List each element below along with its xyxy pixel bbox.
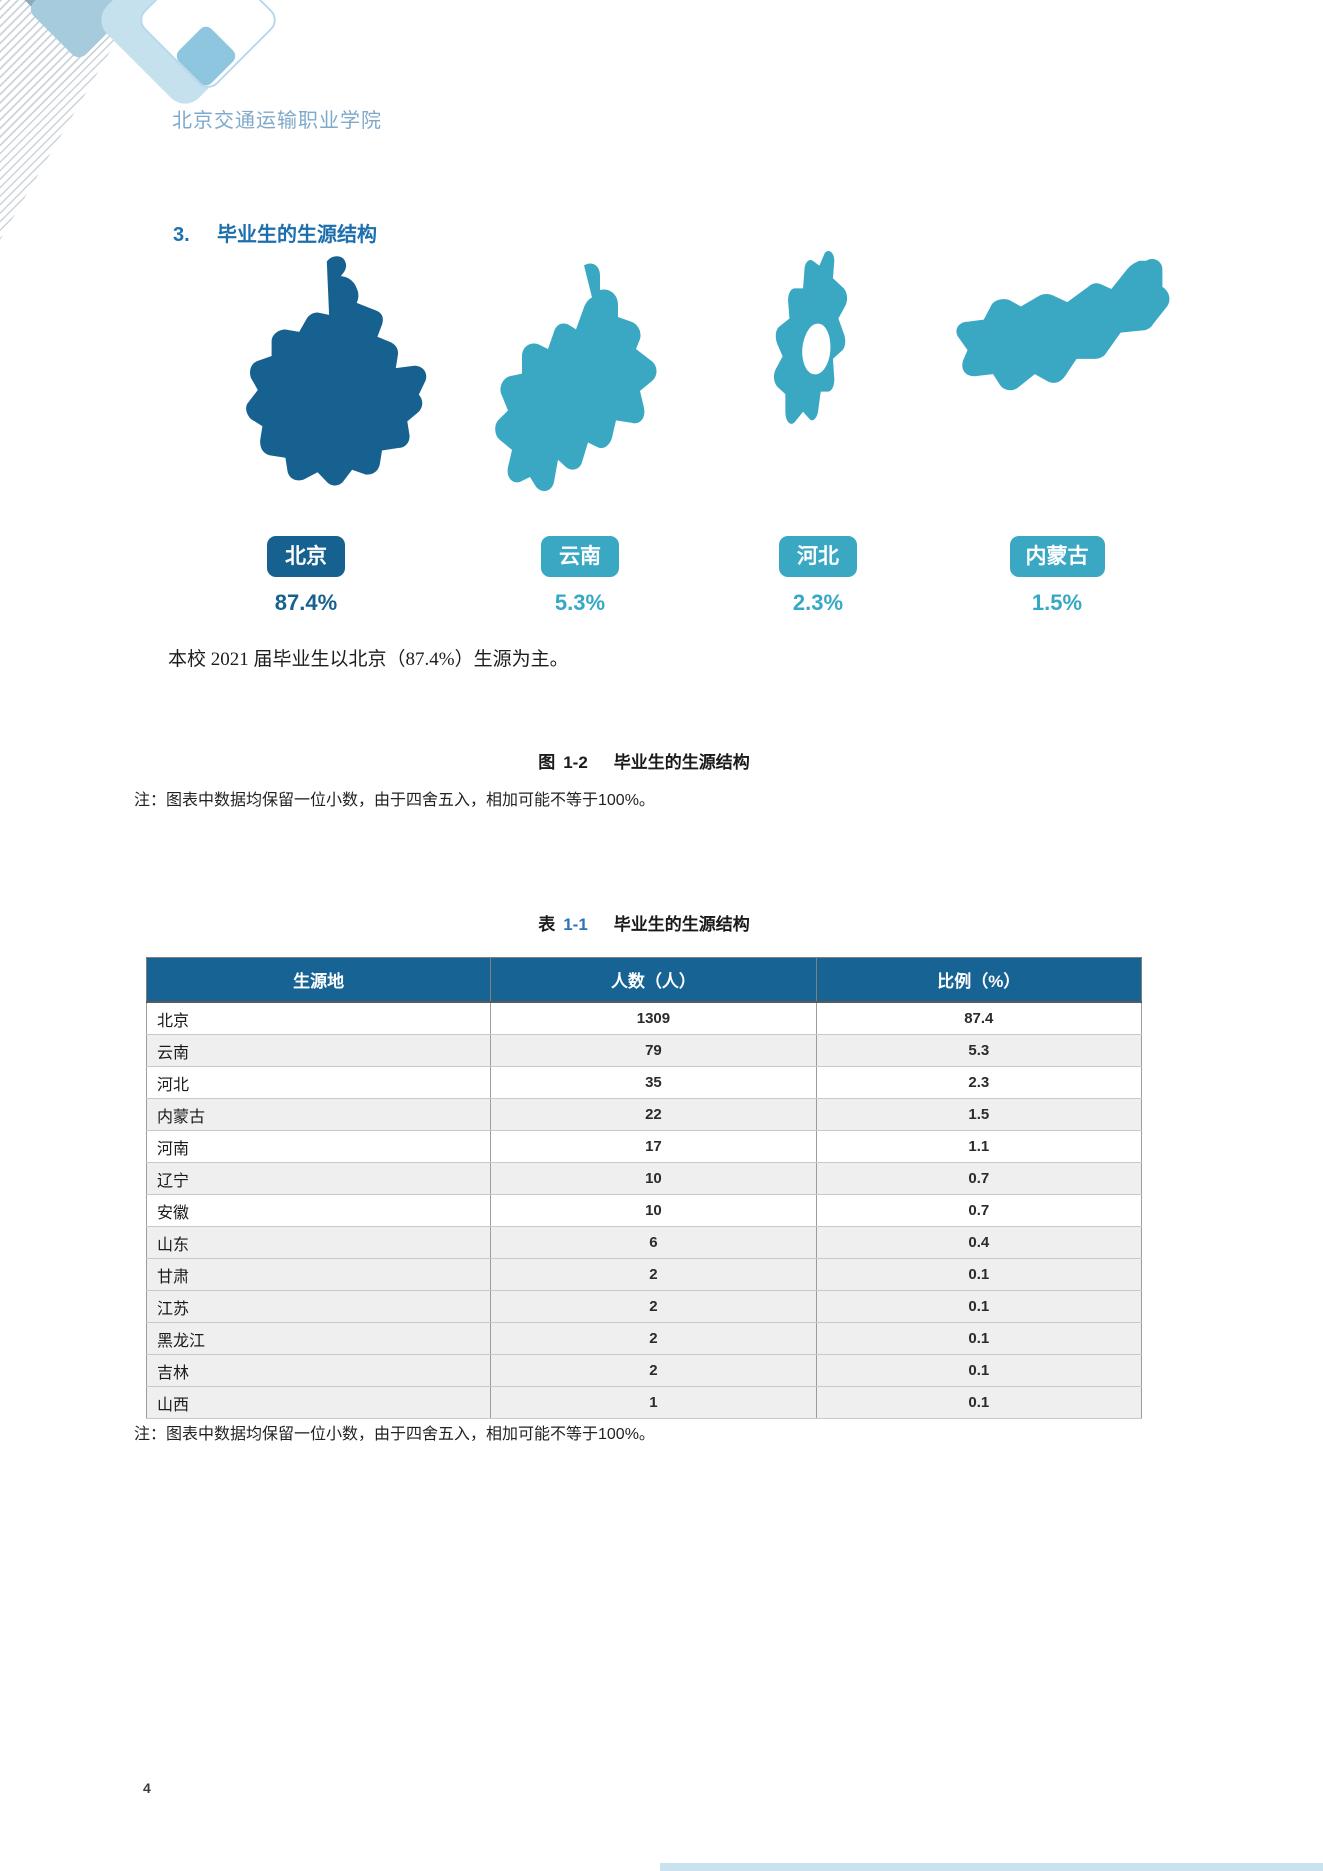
origin-structure-table: 生源地 人数（人） 比例（%） 北京 1309 87.4 云南 79 5.3 河北 35 2.3…: [145, 957, 1143, 1419]
figure-caption-number: 1-2: [563, 753, 588, 772]
hebei-map-shape: [773, 251, 848, 424]
table-cell: 5.3: [815, 1034, 1143, 1067]
province-percent: 1.5%: [1031, 590, 1083, 616]
table-cell: 云南: [145, 1034, 492, 1067]
table-cell: 1.5: [815, 1098, 1143, 1131]
table-cell: 吉林: [145, 1354, 492, 1387]
table-caption-title: 毕业生的生源结构: [613, 915, 750, 934]
table-row: 北京 1309 87.4: [145, 1001, 1143, 1035]
figure-caption-prefix: 图: [538, 753, 556, 772]
section-heading: 3. 毕业生的生源结构: [173, 218, 377, 247]
table-cell: 北京: [145, 1001, 492, 1035]
figure-caption-title: 毕业生的生源结构: [613, 753, 750, 772]
province-group-inner-mongolia: 内蒙古 1.5%: [977, 536, 1137, 616]
page-number: 4: [143, 1780, 151, 1796]
table-cell: 2: [490, 1354, 817, 1387]
table-row: 甘肃 2 0.1: [145, 1258, 1143, 1291]
table-cell: 2: [490, 1322, 817, 1355]
province-percent: 87.4%: [274, 590, 338, 616]
table-cell: 22: [490, 1098, 817, 1131]
province-badge: 云南: [541, 536, 619, 578]
table-cell: 2.3: [815, 1066, 1143, 1099]
province-badge: 北京: [267, 536, 345, 578]
table-row: 云南 79 5.3: [145, 1034, 1143, 1067]
table-cell: 辽宁: [145, 1162, 492, 1195]
table-cell: 0.7: [815, 1162, 1143, 1195]
table-row: 河南 17 1.1: [145, 1130, 1143, 1163]
table-cell: 0.1: [815, 1290, 1143, 1323]
table-row: 辽宁 10 0.7: [145, 1162, 1143, 1195]
yunnan-map-shape: [495, 263, 657, 492]
table-cell: 10: [490, 1162, 817, 1195]
table-cell: 河南: [145, 1130, 492, 1163]
table-cell: 0.1: [815, 1354, 1143, 1387]
table-cell: 1.1: [815, 1130, 1143, 1163]
table-cell: 79: [490, 1034, 817, 1067]
table-row: 黑龙江 2 0.1: [145, 1322, 1143, 1355]
section-number: 3.: [173, 224, 190, 246]
table-caption: 表 1-1 毕业生的生源结构: [146, 910, 1142, 935]
table-cell: 17: [490, 1130, 817, 1163]
footer-band-decoration: [660, 1863, 1323, 1871]
table-row: 内蒙古 22 1.5: [145, 1098, 1143, 1131]
table-cell: 0.1: [815, 1258, 1143, 1291]
table-cell: 山西: [145, 1386, 492, 1419]
province-percent: 5.3%: [554, 590, 606, 616]
province-group-beijing: 北京 87.4%: [226, 536, 386, 616]
table-cell: 87.4: [815, 1001, 1143, 1035]
table-cell: 1: [490, 1386, 817, 1419]
table-row: 吉林 2 0.1: [145, 1354, 1143, 1387]
table-cell: 甘肃: [145, 1258, 492, 1291]
table-cell: 黑龙江: [145, 1322, 492, 1355]
table-row: 安徽 10 0.7: [145, 1194, 1143, 1227]
table-cell: 0.4: [815, 1226, 1143, 1259]
table-cell: 35: [490, 1066, 817, 1099]
table-cell: 江苏: [145, 1290, 492, 1323]
beijing-map-shape: [246, 256, 427, 486]
table-row: 山东 6 0.4: [145, 1226, 1143, 1259]
table-cell: 6: [490, 1226, 817, 1259]
table-cell: 10: [490, 1194, 817, 1227]
province-badge: 河北: [779, 536, 857, 578]
section-title: 毕业生的生源结构: [217, 224, 377, 246]
province-group-yunnan: 云南 5.3%: [500, 536, 660, 616]
table-cell: 内蒙古: [145, 1098, 492, 1131]
province-percent: 2.3%: [792, 590, 844, 616]
figure-note: 注：图表中数据均保留一位小数，由于四舍五入，相加可能不等于100%。: [134, 792, 655, 809]
table-header-row: 生源地 人数（人） 比例（%）: [145, 957, 1143, 1003]
province-badge: 内蒙古: [1009, 536, 1105, 578]
table-caption-prefix: 表: [538, 915, 556, 934]
table-cell: 安徽: [145, 1194, 492, 1227]
table-cell: 1309: [490, 1001, 817, 1035]
column-header-ratio: 比例（%）: [815, 957, 1143, 1003]
figure-caption: 图 1-2 毕业生的生源结构: [146, 748, 1142, 773]
table-cell: 0.1: [815, 1386, 1143, 1419]
table-cell: 2: [490, 1290, 817, 1323]
table-row: 江苏 2 0.1: [145, 1290, 1143, 1323]
table-cell: 0.1: [815, 1322, 1143, 1355]
table-row: 山西 1 0.1: [145, 1386, 1143, 1419]
column-header-count: 人数（人）: [490, 957, 817, 1003]
college-name: 北京交通运输职业学院: [172, 110, 382, 132]
table-cell: 河北: [145, 1066, 492, 1099]
province-group-hebei: 河北 2.3%: [738, 536, 898, 616]
inner-mongolia-map-shape: [956, 259, 1170, 391]
table-cell: 山东: [145, 1226, 492, 1259]
table-cell: 0.7: [815, 1194, 1143, 1227]
table-caption-number: 1-1: [563, 915, 588, 934]
table-note: 注：图表中数据均保留一位小数，由于四舍五入，相加可能不等于100%。: [134, 1426, 655, 1443]
summary-text: 本校 2021 届毕业生以北京（87.4%）生源为主。: [168, 649, 569, 670]
column-header-origin: 生源地: [145, 957, 492, 1003]
table-row: 河北 35 2.3: [145, 1066, 1143, 1099]
table-cell: 2: [490, 1258, 817, 1291]
